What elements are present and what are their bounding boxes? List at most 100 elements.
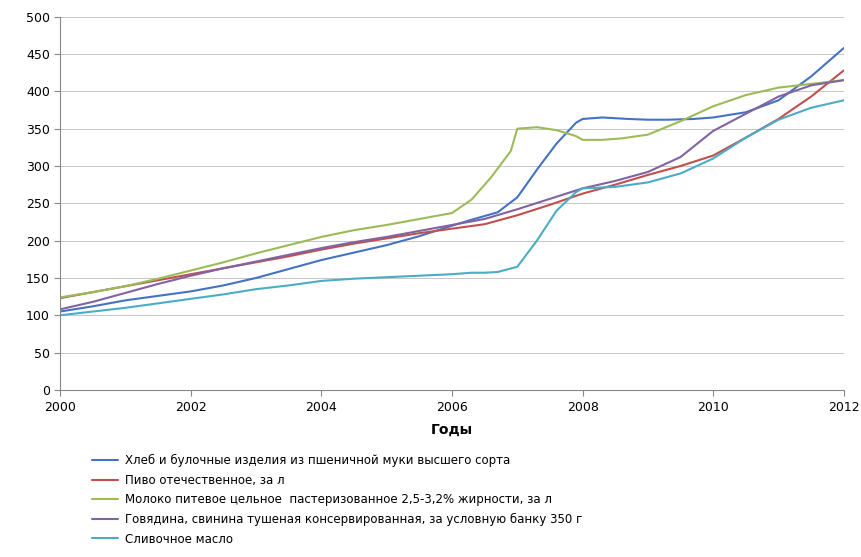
- Сливочное масло: [251, 286, 261, 292]
- Сливочное масло: [55, 312, 65, 319]
- Говядина, свинина тушеная консервированная, за условную банку 350 г: [480, 216, 490, 222]
- Молоко питевое цельное  пастеризованное 2,5-3,2% жирности, за л: [153, 275, 164, 282]
- Пиво отечественное, за л: [186, 271, 196, 277]
- Говядина, свинина тушеная консервированная, за условную банку 350 г: [675, 154, 685, 160]
- Молоко питевое цельное  пастеризованное 2,5-3,2% жирности, за л: [186, 267, 196, 274]
- Legend: Хлеб и булочные изделия из пшеничной муки высшего сорта, Пиво отечественное, за : Хлеб и булочные изделия из пшеничной мук…: [92, 455, 582, 545]
- Сливочное масло: [551, 207, 561, 214]
- Молоко питевое цельное  пастеризованное 2,5-3,2% жирности, за л: [512, 125, 523, 132]
- Сливочное масло: [512, 263, 523, 270]
- Хлеб и булочные изделия из пшеничной муки высшего сорта: [578, 116, 588, 123]
- Хлеб и булочные изделия из пшеничной муки высшего сорта: [512, 194, 523, 201]
- Молоко питевое цельное  пастеризованное 2,5-3,2% жирности, за л: [251, 250, 261, 257]
- Пиво отечественное, за л: [153, 277, 164, 284]
- Line: Говядина, свинина тушеная консервированная, за условную банку 350 г: Говядина, свинина тушеная консервированн…: [60, 80, 844, 309]
- Молоко питевое цельное  пастеризованное 2,5-3,2% жирности, за л: [381, 222, 392, 228]
- Говядина, свинина тушеная консервированная, за условную банку 350 г: [578, 185, 588, 192]
- Хлеб и булочные изделия из пшеничной муки высшего сорта: [532, 167, 542, 173]
- Говядина, свинина тушеная консервированная, за условную банку 350 г: [839, 77, 849, 84]
- Говядина, свинина тушеная консервированная, за условную банку 350 г: [316, 245, 326, 251]
- Сливочное масло: [806, 104, 816, 111]
- Сливочное масло: [740, 134, 751, 141]
- Хлеб и булочные изделия из пшеничной муки высшего сорта: [708, 114, 718, 121]
- Сливочное масло: [121, 305, 131, 311]
- Хлеб и булочные изделия из пшеничной муки высшего сорта: [839, 45, 849, 51]
- Пиво отечественное, за л: [740, 134, 751, 141]
- Хлеб и булочные изделия из пшеничной муки высшего сорта: [447, 222, 457, 229]
- Сливочное масло: [675, 170, 685, 177]
- Молоко питевое цельное  пастеризованное 2,5-3,2% жирности, за л: [675, 118, 685, 125]
- Говядина, свинина тушеная консервированная, за условную банку 350 г: [512, 206, 523, 213]
- Молоко питевое цельное  пастеризованное 2,5-3,2% жирности, за л: [708, 103, 718, 110]
- Говядина, свинина тушеная консервированная, за условную банку 350 г: [251, 258, 261, 265]
- Хлеб и булочные изделия из пшеничной муки высшего сорта: [349, 249, 359, 256]
- Хлеб и булочные изделия из пшеничной муки высшего сорта: [121, 297, 131, 304]
- Молоко питевое цельное  пастеризованное 2,5-3,2% жирности, за л: [597, 136, 607, 143]
- Говядина, свинина тушеная консервированная, за условную банку 350 г: [381, 233, 392, 240]
- Говядина, свинина тушеная консервированная, за условную банку 350 г: [610, 178, 621, 184]
- Молоко питевое цельное  пастеризованное 2,5-3,2% жирности, за л: [316, 233, 326, 240]
- Line: Молоко питевое цельное  пастеризованное 2,5-3,2% жирности, за л: Молоко питевое цельное пастеризованное 2…: [60, 80, 844, 297]
- Хлеб и булочные изделия из пшеничной муки высшего сорта: [219, 282, 229, 289]
- Хлеб и булочные изделия из пшеничной муки высшего сорта: [251, 275, 261, 281]
- Хлеб и булочные изделия из пшеничной муки высшего сорта: [88, 303, 98, 310]
- Хлеб и булочные изделия из пшеничной муки высшего сорта: [186, 288, 196, 295]
- Молоко питевое цельное  пастеризованное 2,5-3,2% жирности, за л: [447, 209, 457, 216]
- Говядина, свинина тушеная консервированная, за условную банку 350 г: [283, 251, 294, 258]
- Сливочное масло: [708, 155, 718, 162]
- Хлеб и булочные изделия из пшеничной муки высшего сорта: [623, 116, 634, 123]
- Хлеб и булочные изделия из пшеничной муки высшего сорта: [773, 97, 784, 104]
- Пиво отечественное, за л: [512, 212, 523, 218]
- Говядина, свинина тушеная консервированная, за условную банку 350 г: [806, 82, 816, 89]
- Пиво отечественное, за л: [88, 289, 98, 295]
- Хлеб и булочные изделия из пшеничной муки высшего сорта: [806, 73, 816, 80]
- Хлеб и булочные изделия из пшеничной муки высшего сорта: [571, 119, 581, 126]
- Хлеб и булочные изделия из пшеничной муки высшего сорта: [283, 266, 294, 272]
- Пиво отечественное, за л: [480, 221, 490, 228]
- Пиво отечественное, за л: [773, 116, 784, 123]
- Говядина, свинина тушеная консервированная, за условную банку 350 г: [642, 169, 653, 175]
- Сливочное масло: [219, 291, 229, 297]
- Хлеб и булочные изделия из пшеничной муки высшего сорта: [381, 242, 392, 248]
- Сливочное масло: [88, 308, 98, 315]
- Пиво отечественное, за л: [381, 235, 392, 242]
- Пиво отечественное, за л: [839, 67, 849, 74]
- Говядина, свинина тушеная консервированная, за условную банку 350 г: [55, 306, 65, 312]
- Пиво отечественное, за л: [578, 190, 588, 197]
- Сливочное масло: [480, 270, 490, 276]
- Говядина, свинина тушеная консервированная, за условную банку 350 г: [88, 299, 98, 305]
- Молоко питевое цельное  пастеризованное 2,5-3,2% жирности, за л: [551, 127, 561, 134]
- Молоко питевое цельное  пастеризованное 2,5-3,2% жирности, за л: [349, 227, 359, 233]
- Сливочное масло: [316, 277, 326, 284]
- Хлеб и булочные изделия из пшеничной муки высшего сорта: [662, 116, 672, 123]
- Сливочное масло: [381, 274, 392, 281]
- Говядина, свинина тушеная консервированная, за условную банку 350 г: [773, 93, 784, 100]
- Молоко питевое цельное  пастеризованное 2,5-3,2% жирности, за л: [486, 174, 496, 180]
- Сливочное масло: [773, 116, 784, 123]
- Молоко питевое цельное  пастеризованное 2,5-3,2% жирности, за л: [571, 133, 581, 139]
- Говядина, свинина тушеная консервированная, за условную банку 350 г: [186, 272, 196, 279]
- Молоко питевое цельное  пастеризованное 2,5-3,2% жирности, за л: [740, 92, 751, 99]
- Говядина, свинина тушеная консервированная, за условную банку 350 г: [545, 196, 555, 202]
- Сливочное масло: [578, 185, 588, 192]
- Молоко питевое цельное  пастеризованное 2,5-3,2% жирности, за л: [121, 283, 131, 290]
- Хлеб и булочные изделия из пшеничной муки высшего сорта: [597, 114, 607, 121]
- Говядина, свинина тушеная консервированная, за условную банку 350 г: [447, 222, 457, 228]
- Пиво отечественное, за л: [447, 226, 457, 232]
- Молоко питевое цельное  пастеризованное 2,5-3,2% жирности, за л: [505, 148, 516, 154]
- Пиво отечественное, за л: [675, 163, 685, 169]
- Пиво отечественное, за л: [806, 93, 816, 100]
- Сливочное масло: [467, 270, 477, 276]
- Пиво отечественное, за л: [251, 259, 261, 266]
- Говядина, свинина тушеная консервированная, за условную банку 350 г: [414, 228, 424, 234]
- Пиво отечественное, за л: [545, 202, 555, 208]
- Line: Сливочное масло: Сливочное масло: [60, 100, 844, 315]
- Сливочное масло: [492, 268, 503, 275]
- Хлеб и булочные изделия из пшеничной муки высшего сорта: [55, 308, 65, 315]
- Хлеб и булочные изделия из пшеничной муки высшего сорта: [740, 109, 751, 116]
- Говядина, свинина тушеная консервированная, за условную банку 350 г: [153, 281, 164, 287]
- Сливочное масло: [283, 282, 294, 289]
- Хлеб и булочные изделия из пшеничной муки высшего сорта: [316, 257, 326, 263]
- Пиво отечественное, за л: [283, 253, 294, 260]
- Сливочное масло: [186, 296, 196, 302]
